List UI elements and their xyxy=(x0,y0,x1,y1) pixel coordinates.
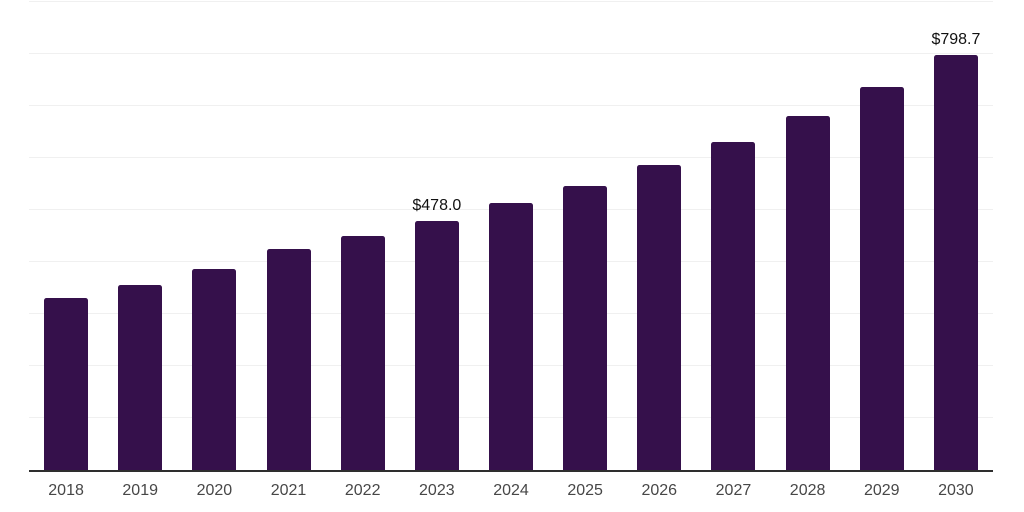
bar-2022 xyxy=(340,236,385,470)
x-tick-2030: 2030 xyxy=(938,482,974,499)
x-tick-2026: 2026 xyxy=(641,482,678,499)
x-tick-2018: 2018 xyxy=(48,482,84,499)
x-tick-2028: 2028 xyxy=(789,482,826,499)
x-tick-2022: 2022 xyxy=(344,482,381,499)
bar-value-label-2023: $478.0 xyxy=(412,197,462,214)
gridline-700 xyxy=(29,105,993,106)
bar-2023 xyxy=(414,221,459,470)
gridline-600 xyxy=(29,157,993,158)
bar-2024 xyxy=(489,203,533,470)
bar-value-label-2030: $798.7 xyxy=(931,31,981,48)
bar-2020 xyxy=(192,269,237,470)
gridline-900 xyxy=(29,1,993,2)
x-tick-2029: 2029 xyxy=(863,482,900,499)
bar-2030 xyxy=(933,55,978,470)
bar-2019 xyxy=(118,285,163,470)
x-axis-line xyxy=(29,470,993,472)
bar-2028 xyxy=(785,116,830,470)
bar-2029 xyxy=(859,87,904,470)
bar-2018 xyxy=(44,298,89,470)
bar-2021 xyxy=(266,249,311,470)
x-tick-2025: 2025 xyxy=(567,482,603,499)
x-tick-2023: 2023 xyxy=(419,482,455,499)
x-tick-2027: 2027 xyxy=(715,482,752,499)
plot-area: $478.0 $798.7 xyxy=(29,1,993,472)
bar-2027 xyxy=(711,142,756,470)
gridline-800 xyxy=(29,53,993,54)
x-tick-2019: 2019 xyxy=(122,482,158,499)
x-axis-labels: 2018 2019 2020 2021 2022 2023 2024 2025 2026 2027… xyxy=(29,480,993,502)
x-tick-2021: 2021 xyxy=(270,482,307,499)
x-tick-2024: 2024 xyxy=(493,482,529,499)
bar-2026 xyxy=(637,165,682,470)
bar-2025 xyxy=(563,186,608,470)
x-tick-2020: 2020 xyxy=(196,482,233,499)
